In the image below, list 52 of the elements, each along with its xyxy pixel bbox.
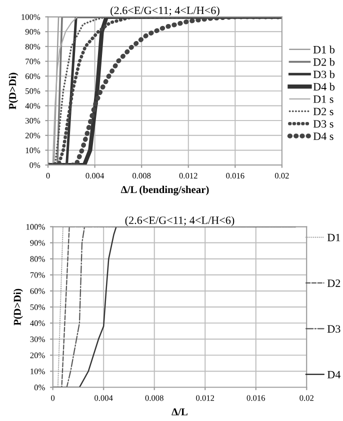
y-tick-label: 40% <box>30 320 45 326</box>
y-axis-title: P(D>Di) <box>8 72 18 110</box>
x-tick-label: 0.004 <box>94 395 113 401</box>
x-tick-label: 0.02 <box>300 395 314 401</box>
x-tick-label: 0.008 <box>132 172 151 179</box>
legend-label: D2 s <box>313 108 334 116</box>
legend-label: D3 b <box>313 70 335 78</box>
y-tick-label: 70% <box>26 58 40 64</box>
y-tick-label: 80% <box>25 44 40 50</box>
y-tick-label: 60% <box>30 288 45 294</box>
chart-title: (2.6<E/G<11; 4<L/H<6) <box>110 6 220 16</box>
legend-label: D4 <box>327 370 341 378</box>
y-tick-label: 50% <box>30 304 45 310</box>
y-tick-label: 40% <box>25 103 40 109</box>
legend-label: D1 <box>327 234 340 242</box>
legend-label: D2 b <box>313 58 335 66</box>
legend-label: D1 b <box>313 46 335 54</box>
y-tick-label: 90% <box>30 240 45 246</box>
y-axis-title: P(D>Di) <box>14 288 23 326</box>
x-tick-label: 0 <box>51 395 55 401</box>
y-tick-label: 0% <box>34 384 45 390</box>
y-tick-label: 100% <box>26 224 45 230</box>
legend-label: D3 s <box>313 120 334 128</box>
chart-title: (2.6<E/G<11; 4<L/H<6) <box>125 216 234 226</box>
y-tick-label: 70% <box>30 272 45 278</box>
y-tick-label: 20% <box>25 132 40 138</box>
y-tick-label: 10% <box>30 368 45 374</box>
x-tick-label: 0.008 <box>145 395 164 401</box>
x-tick-label: 0.016 <box>226 172 244 179</box>
x-tick-label: 0.02 <box>274 172 289 179</box>
y-tick-label: 50% <box>26 88 40 94</box>
legend-label: D4 b <box>313 82 335 91</box>
y-tick-label: 30% <box>26 118 40 124</box>
x-tick-label: 0.012 <box>196 395 214 401</box>
legend-label: D1 s <box>313 95 334 103</box>
y-tick-label: 0% <box>30 162 40 168</box>
legend-label: D4 s <box>313 132 334 140</box>
y-tick-label: 30% <box>30 336 45 342</box>
y-tick-label: 10% <box>26 148 40 154</box>
legend-label: D3 <box>327 325 340 333</box>
y-tick-label: 90% <box>25 29 40 35</box>
x-tick-label: 0.016 <box>246 395 266 401</box>
x-tick-label: 0 <box>46 172 50 179</box>
x-tick-label: 0.004 <box>86 172 104 179</box>
x-axis-title: Δ/L <box>172 408 188 416</box>
y-tick-label: 20% <box>30 352 45 358</box>
x-axis-title: Δ/L (bending/shear) <box>120 186 209 196</box>
y-tick-label: 60% <box>25 73 40 80</box>
x-tick-label: 0.012 <box>179 172 198 179</box>
y-tick-label: 100% <box>22 14 40 20</box>
y-tick-label: 80% <box>30 256 45 262</box>
legend-label: D2 <box>327 280 340 287</box>
